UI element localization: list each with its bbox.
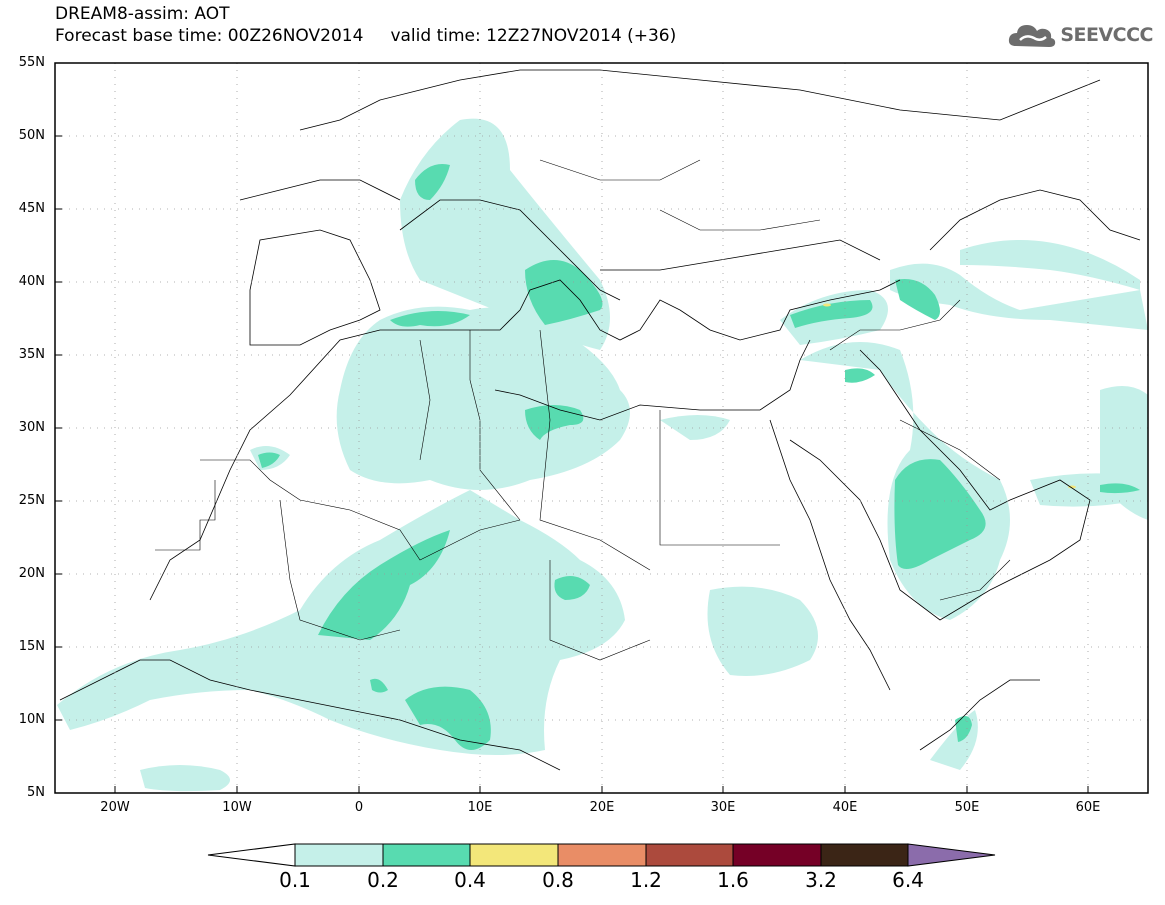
country-borders	[155, 159, 1011, 661]
graticule	[55, 63, 1148, 793]
lat-label: 40N	[18, 274, 45, 289]
lat-label: 20N	[18, 566, 45, 581]
colorbar-box-3	[469, 843, 559, 867]
map-subtitle: Forecast base time: 00Z26NOV2014 valid t…	[55, 26, 676, 46]
cloud-icon	[1009, 25, 1056, 47]
colorbar-box-6	[732, 843, 822, 867]
aot-level-1-areas	[57, 118, 1148, 792]
lat-label: 15N	[18, 639, 45, 654]
lat-label: 5N	[27, 785, 45, 800]
valid-time-label: valid time: 12Z27NOV2014 (+36)	[390, 26, 677, 46]
axis-ticks	[55, 135, 1089, 793]
lon-label: 20W	[100, 800, 130, 815]
lon-label: 50E	[954, 800, 980, 815]
colorbar-label: 3.2	[805, 868, 837, 892]
lon-label: 10E	[467, 800, 493, 815]
colorbar-label: 6.4	[892, 868, 924, 892]
colorbar	[207, 843, 996, 867]
lon-label: 60E	[1075, 800, 1101, 815]
colorbar-box-5	[645, 843, 734, 867]
base-time-label: Forecast base time: 00Z26NOV2014	[55, 26, 364, 46]
colorbar-label: 0.2	[367, 868, 399, 892]
lon-label: 30E	[710, 800, 736, 815]
colorbar-box-4	[557, 843, 647, 867]
colorbar-label: 1.2	[630, 868, 662, 892]
colorbar-label: 0.4	[454, 868, 486, 892]
lat-label: 10N	[18, 712, 45, 727]
colorbar-under-triangle	[207, 843, 296, 867]
logo-text: SEEVCCC	[1060, 24, 1153, 46]
lon-label: 20E	[589, 800, 615, 815]
colorbar-box-2	[382, 843, 471, 867]
colorbar-box-7	[820, 843, 909, 867]
lon-label: 0	[354, 800, 364, 815]
aot-level-2-areas	[258, 164, 1140, 750]
colorbar-box-1	[294, 843, 384, 867]
lat-label: 35N	[18, 347, 45, 362]
lat-label: 30N	[18, 420, 45, 435]
lon-label: 10W	[222, 800, 252, 815]
colorbar-label: 0.1	[279, 868, 311, 892]
colorbar-label: 0.8	[542, 868, 574, 892]
colorbar-over-triangle	[907, 843, 996, 867]
lat-label: 50N	[18, 128, 45, 143]
lat-label: 45N	[18, 201, 45, 216]
map-title: DREAM8-assim: AOT	[55, 4, 230, 24]
lon-label: 40E	[832, 800, 858, 815]
lat-label: 25N	[18, 493, 45, 508]
seevccc-logo: SEEVCCC	[1006, 20, 1153, 50]
colorbar-label: 1.6	[717, 868, 749, 892]
lat-label: 55N	[18, 55, 45, 70]
